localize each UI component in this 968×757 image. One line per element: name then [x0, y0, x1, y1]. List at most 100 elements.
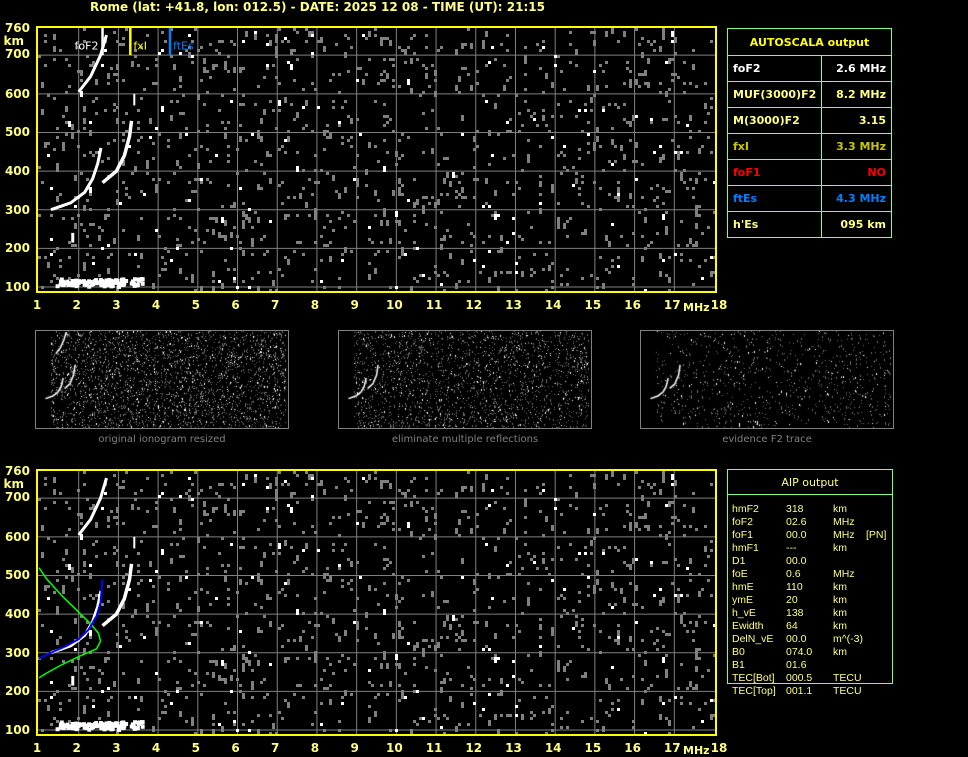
y-tick-label: 760	[4, 464, 30, 478]
x-tick-label: 12	[465, 298, 483, 312]
autoscala-value: NO	[821, 159, 892, 186]
y-tick-label: 600	[4, 86, 30, 101]
x-tick-label: 9	[350, 298, 359, 312]
x-tick-label: 10	[385, 741, 403, 755]
y-tick-label: 500	[4, 125, 30, 140]
marker-label: foF2	[75, 39, 99, 52]
aip-unit: km	[833, 646, 847, 658]
x-tick-label: 2	[72, 298, 81, 312]
x-tick-label: 18	[710, 298, 728, 312]
ionogram-noise	[38, 28, 715, 291]
x-trace	[101, 120, 134, 185]
density-profile-curve	[38, 567, 102, 679]
y-tick-label: 700	[4, 47, 30, 61]
aip-param: hmE	[732, 581, 754, 593]
y-tick-label: 200	[4, 241, 30, 256]
x-tick-label: 11	[425, 741, 443, 755]
aip-row: foE 0.6 MHz	[732, 568, 892, 581]
aip-param: B0	[732, 646, 745, 658]
y-tick-label: 200	[4, 684, 30, 699]
thumbnail-original	[35, 330, 289, 429]
autoscala-value: 3.15	[821, 107, 892, 134]
x-tick-label: 17	[663, 298, 681, 312]
aip-flag: [PN]	[866, 529, 887, 541]
x-tick-label: 3	[112, 298, 121, 312]
aip-param: hmF2	[732, 503, 759, 515]
aip-row: ymE 20 km	[732, 594, 892, 607]
aip-row: D1 00.0	[732, 555, 892, 568]
x-tick-label: 16	[624, 298, 641, 312]
x-tick-label: 11	[425, 298, 443, 312]
x-tick-label: 13	[505, 741, 522, 755]
aip-ionogram-plot	[36, 469, 717, 736]
aip-row: DelN_vE 00.0 m^(-3)	[732, 633, 892, 646]
y-tick-label: 300	[4, 645, 30, 660]
thumbnail-f2-trace	[640, 330, 894, 429]
y-tick-label: 100	[4, 723, 30, 737]
aip-row: B0 074.0 km	[732, 646, 892, 659]
aip-row: h_vE 138 km	[732, 607, 892, 620]
autoscala-param: fxI	[726, 133, 823, 160]
aip-value: 02.6	[786, 516, 807, 528]
y-tick-label: 300	[4, 202, 30, 217]
x-tick-label: 1	[32, 298, 42, 312]
aip-value: 318	[786, 503, 804, 515]
y-tick-label: 700	[4, 490, 30, 504]
autoscala-param: M(3000)F2	[726, 107, 823, 134]
aip-param: TEC[Top]	[732, 685, 776, 697]
aip-row: hmF1 --- km	[732, 542, 892, 555]
aip-row: hmF2 318 km	[732, 503, 892, 516]
o-trace	[50, 147, 103, 212]
aip-value: 0.6	[786, 568, 801, 580]
x-tick-label: 1	[32, 741, 42, 755]
aip-output-panel: AIP output	[727, 469, 893, 684]
autoscala-row: foF2 2.6 MHz	[726, 55, 892, 82]
aip-param: D1	[732, 555, 746, 567]
x-tick-label: 4	[151, 298, 161, 312]
aip-param: h_vE	[732, 607, 756, 619]
x-tick-label: 15	[584, 298, 602, 312]
x-tick-label: 13	[505, 298, 522, 312]
x-tick-label: 8	[310, 298, 320, 312]
aip-unit: km	[833, 620, 847, 632]
autoscala-param: foF2	[726, 55, 823, 82]
y-tick-label: 760	[4, 21, 30, 35]
aip-value: 20	[786, 594, 798, 606]
aip-unit: km	[833, 581, 847, 593]
autoscala-row: ftEs 4.3 MHz	[726, 185, 892, 212]
aip-unit: MHz	[833, 568, 855, 580]
aip-row: B1 01.6	[732, 659, 892, 672]
ionogram-title: Rome (lat: +41.8, lon: 012.5) - DATE: 20…	[90, 0, 545, 14]
x-tick-label: 17	[663, 741, 681, 755]
aip-param: ymE	[732, 594, 753, 606]
autoscala-param: ftEs	[726, 185, 823, 212]
y-tick-label: 400	[4, 164, 30, 179]
autoscala-row: fxI 3.3 MHz	[726, 133, 892, 160]
aip-param: TEC[Bot]	[732, 672, 775, 684]
marker-label: fxI	[133, 39, 147, 52]
x-tick-label: 9	[350, 741, 359, 755]
x-tick-label: 10	[385, 298, 403, 312]
thumbnail-caption: eliminate multiple reflections	[391, 434, 539, 445]
x-tick-label: 7	[271, 741, 280, 755]
second-hop-trace	[77, 477, 108, 536]
x-tick-label: 6	[231, 741, 240, 755]
x-tick-label: 4	[151, 741, 161, 755]
autoscala-param: h'Es	[726, 211, 823, 238]
x-tick-label: 2	[72, 741, 81, 755]
aip-row: TEC[Bot] 000.5 TECU	[732, 672, 892, 685]
x-tick-label: 7	[271, 298, 280, 312]
autoscala-value: 095 km	[821, 211, 892, 238]
autoscala-value: 3.3 MHz	[821, 133, 892, 160]
aip-value: 00.0	[786, 633, 807, 645]
autoscala-row: foF1 NO	[726, 159, 892, 186]
aip-row: TEC[Top] 001.1 TECU	[732, 685, 892, 698]
x-tick-label: 3	[112, 741, 121, 755]
y-tick-label: 600	[4, 529, 30, 544]
thumbnail-caption: evidence F2 trace	[722, 434, 812, 445]
autoscala-header: AUTOSCALA output	[727, 28, 892, 56]
aip-row: hmE 110 km	[732, 581, 892, 594]
aip-value: ---	[786, 542, 797, 554]
x-tick-label: 14	[544, 741, 562, 755]
autoscala-ionogram-plot: foF2 fxI ftEs	[36, 26, 717, 293]
